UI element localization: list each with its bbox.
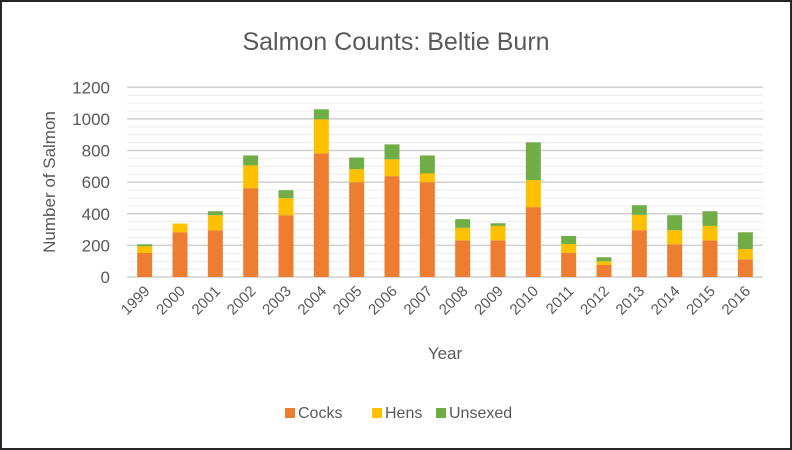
y-axis-ticks: 0 200 400 600 800 1000 1200	[72, 78, 110, 287]
bar-hens-2013	[631, 214, 647, 231]
bar-cocks-2003	[278, 215, 294, 277]
gridlines	[127, 86, 763, 278]
bar-hens-1999	[137, 246, 153, 253]
bar-cocks-2016	[737, 259, 753, 277]
y-tick-label: 400	[82, 205, 110, 224]
bar-unsexed-2005	[349, 157, 365, 170]
bar-hens-2009	[490, 225, 506, 241]
legend: Cocks Hens Unsexed	[285, 405, 512, 422]
bar-cocks-2015	[702, 240, 718, 277]
bar-hens-2004	[313, 119, 329, 154]
chart-title: Salmon Counts: Beltie Burn	[242, 28, 549, 56]
bar-cocks-2000	[172, 232, 188, 277]
legend-label-unsexed: Unsexed	[449, 405, 512, 422]
bar-unsexed-2010	[525, 142, 541, 181]
bar-unsexed-2003	[278, 190, 294, 199]
bar-unsexed-2007	[419, 155, 435, 174]
y-tick-label: 200	[82, 236, 110, 255]
bar-cocks-2011	[561, 252, 577, 277]
bar-hens-2001	[207, 215, 223, 231]
bar-hens-2007	[419, 173, 435, 183]
legend-label-cocks: Cocks	[298, 405, 342, 422]
legend-label-hens: Hens	[385, 405, 422, 422]
bar-unsexed-2015	[702, 211, 718, 226]
bar-cocks-2007	[419, 182, 435, 277]
bar-unsexed-2009	[490, 223, 506, 226]
bar-hens-2002	[243, 165, 259, 189]
bar-cocks-2001	[207, 230, 223, 277]
bar-hens-2005	[349, 169, 365, 183]
bar-cocks-2009	[490, 240, 506, 277]
y-tick-label: 800	[82, 142, 110, 161]
y-tick-label: 1000	[72, 110, 110, 129]
y-tick-label: 1200	[72, 78, 110, 97]
bar-unsexed-2012	[596, 257, 612, 262]
bar-unsexed-2001	[207, 211, 223, 216]
bar-unsexed-2004	[313, 109, 329, 120]
legend-swatch-hens	[372, 408, 382, 418]
bar-cocks-2006	[384, 176, 400, 277]
bar-cocks-2002	[243, 188, 259, 277]
bar-hens-2012	[596, 261, 612, 265]
bar-hens-2016	[737, 249, 753, 260]
bar-hens-2015	[702, 225, 718, 241]
legend-swatch-unsexed	[436, 408, 446, 418]
y-tick-label: 600	[82, 173, 110, 192]
bar-unsexed-2011	[561, 235, 577, 244]
bar-unsexed-2008	[455, 219, 471, 228]
bar-cocks-2014	[667, 244, 683, 277]
bar-hens-2008	[455, 227, 471, 241]
bar-unsexed-2002	[243, 155, 259, 166]
bar-unsexed-2014	[667, 215, 683, 231]
bar-hens-2011	[561, 243, 577, 253]
x-axis-label: Year	[428, 344, 463, 363]
bar-hens-2003	[278, 198, 294, 216]
bar-unsexed-1999	[137, 244, 153, 247]
y-tick-label: 0	[101, 268, 110, 287]
bar-cocks-1999	[137, 252, 153, 277]
bar-unsexed-2013	[631, 205, 647, 215]
bar-cocks-2010	[525, 207, 541, 277]
bar-hens-2006	[384, 159, 400, 177]
bar-cocks-2004	[313, 153, 329, 277]
bar-hens-2000	[172, 223, 188, 233]
bar-unsexed-2006	[384, 144, 400, 160]
y-axis-label: Number of Salmon	[40, 111, 59, 253]
bar-unsexed-2016	[737, 232, 753, 250]
bar-cocks-2005	[349, 182, 365, 277]
bar-hens-2014	[667, 230, 683, 245]
bar-cocks-2008	[455, 240, 471, 277]
bar-cocks-2012	[596, 264, 612, 277]
bar-cocks-2013	[631, 230, 647, 277]
bars	[137, 109, 753, 277]
legend-swatch-cocks	[285, 408, 295, 418]
bar-hens-2010	[525, 180, 541, 208]
